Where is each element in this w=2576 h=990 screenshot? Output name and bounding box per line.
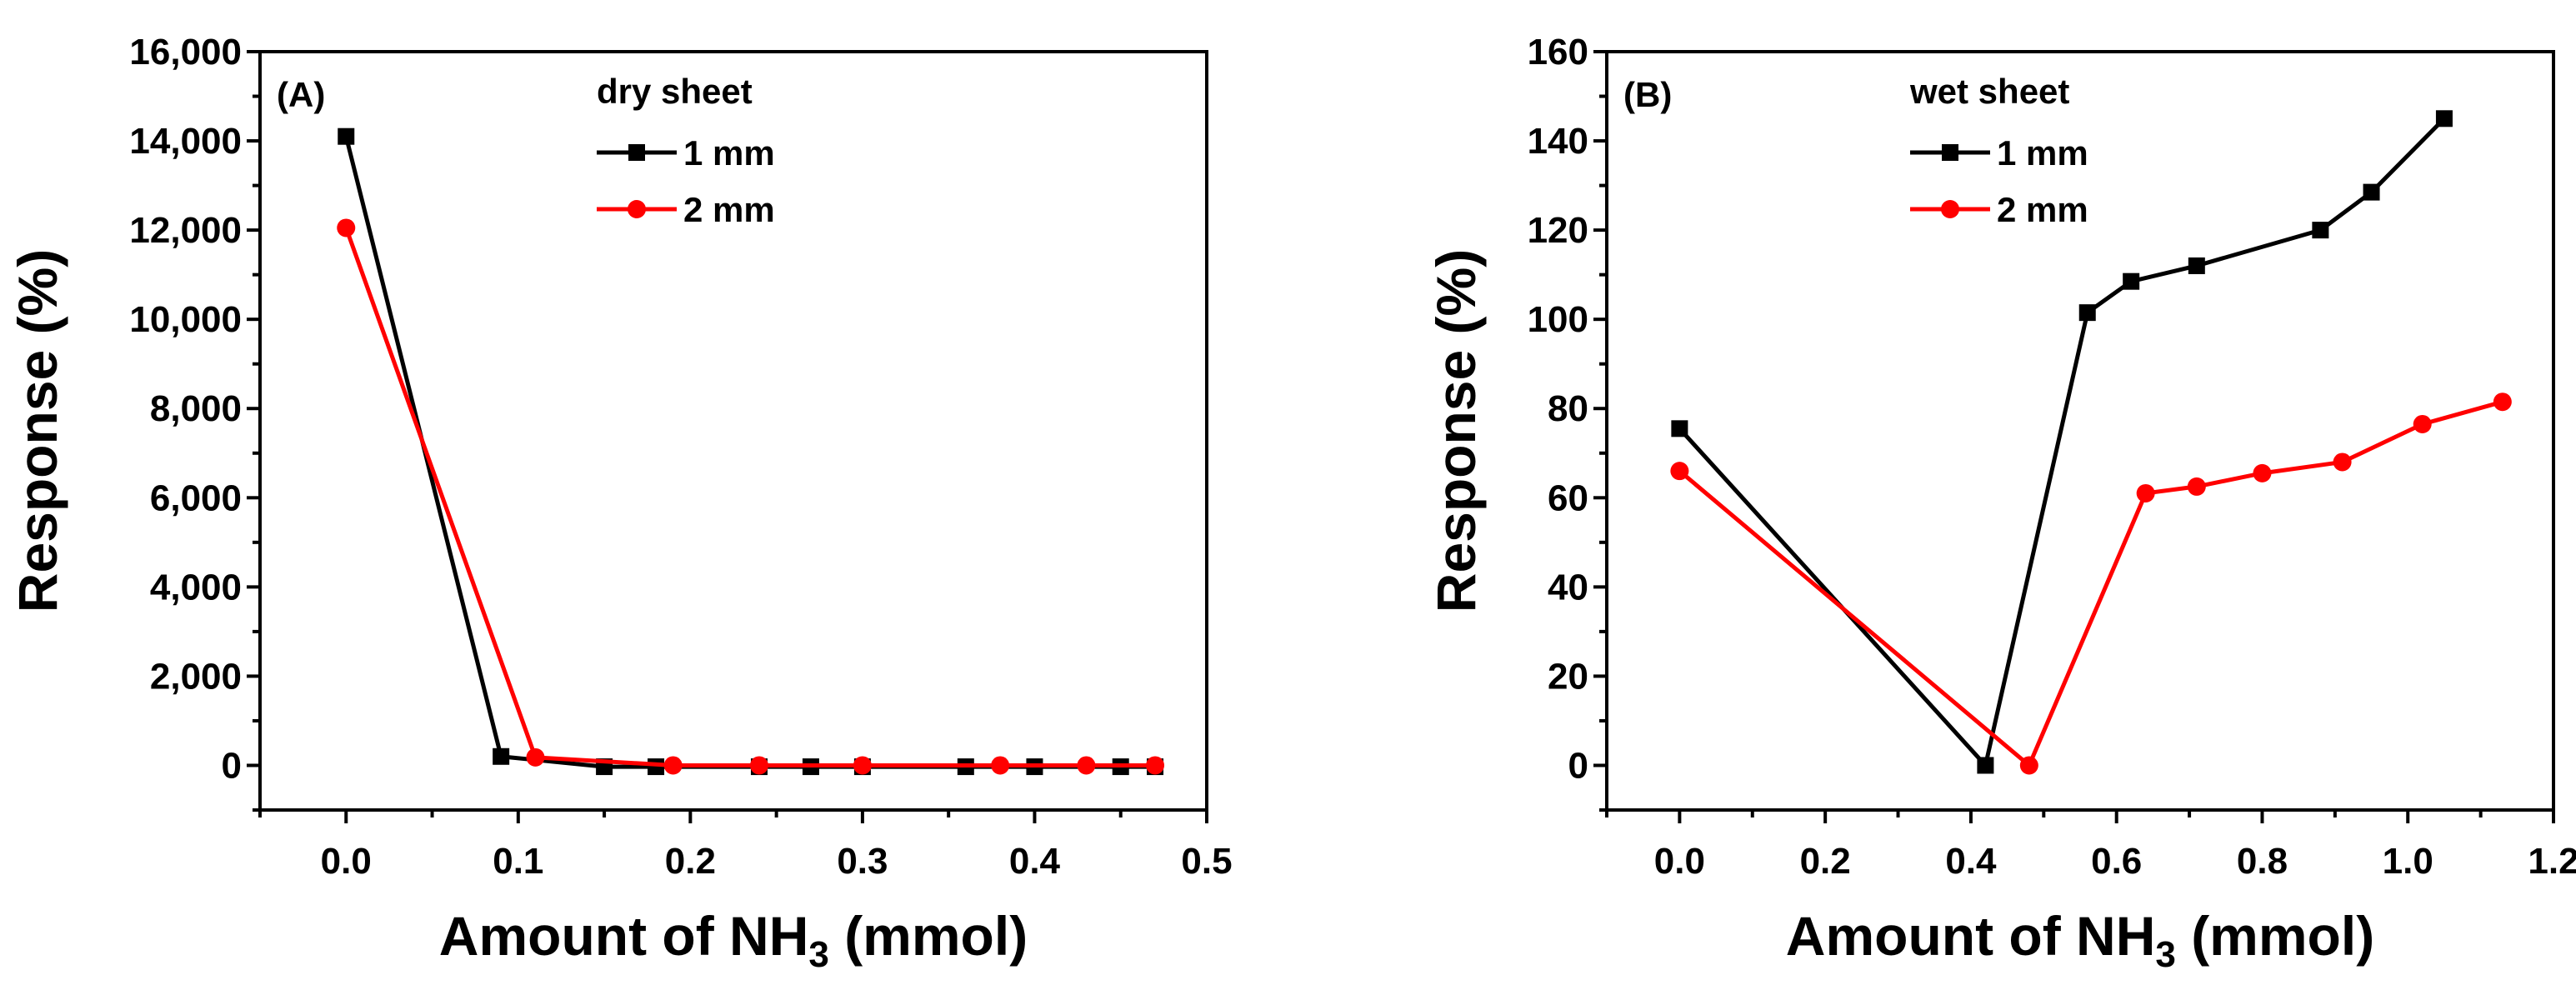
panel-b: 0.0 0.2 0.4 0.6 0.8 1.0 1.2 0 20 40 60 80 100 120 140 1…: [1425, 32, 2576, 975]
y-tick-label: 6,000: [150, 478, 242, 518]
data-point-1-mm: [2363, 183, 2380, 201]
data-point-2-mm: [2019, 756, 2038, 775]
panel-a: 0.0 0.1 0.2 0.3 0.4 0.5 0 2,000 4,000 6,000 8,000 1…: [7, 32, 1233, 975]
data-point-2-mm: [749, 756, 768, 775]
series-line-1-mm: [343, 136, 1156, 769]
data-point-1-mm: [1671, 420, 1688, 438]
data-point-2-mm: [663, 756, 683, 775]
x-axis-title-main: Amount of NH: [439, 905, 809, 967]
y-tick-label: 60: [1548, 478, 1588, 518]
y-tick-label: 16,000: [129, 32, 242, 72]
plot-frame: [258, 50, 1208, 812]
x-tick-label: 0.6: [2091, 841, 2142, 882]
y-axis-title: Response (%): [7, 249, 68, 612]
data-point-2-mm: [337, 218, 356, 238]
y-tick-label: 120: [1528, 210, 1588, 251]
data-point-2-mm: [2413, 414, 2432, 433]
x-tick-label: 0.2: [1800, 841, 1851, 882]
y-tick-label: 14,000: [129, 121, 242, 162]
data-point-2-mm: [2253, 463, 2272, 482]
data-point-1-mm: [2078, 304, 2096, 322]
data-point-2-mm: [1670, 462, 1689, 481]
data-point-1-mm: [2123, 272, 2140, 290]
legend-marker-2-mm: [628, 200, 646, 218]
legend-label-2-mm: 2 mm: [1997, 190, 2088, 229]
data-point-2-mm: [526, 748, 545, 767]
legend-title: dry sheet: [597, 72, 753, 111]
x-axis-title: Amount of NH3 (mmol): [439, 905, 1028, 975]
y-tick-label: 0: [1568, 745, 1588, 786]
data-point-2-mm: [991, 756, 1010, 775]
y-tick-label: 8,000: [150, 388, 242, 429]
data-point-1-mm: [2312, 222, 2329, 239]
data-point-2-mm: [2136, 483, 2155, 502]
x-tick-label: 0.4: [1009, 841, 1061, 882]
data-point-2-mm: [1077, 756, 1096, 775]
x-axis-title-subscript: 3: [2155, 934, 2175, 975]
x-tick-label: 0.1: [493, 841, 543, 882]
x-tick-label: 0.2: [665, 841, 716, 882]
x-axis-title-main: Amount of NH: [1786, 905, 2156, 967]
panel-label: (A): [277, 75, 325, 114]
legend-title: wet sheet: [1909, 72, 2069, 111]
data-point-2-mm: [2493, 392, 2512, 412]
data-point-2-mm: [2333, 452, 2352, 472]
legend-marker-1-mm: [628, 144, 645, 161]
data-point-1-mm: [1977, 757, 1994, 774]
x-tick-label: 0.3: [837, 841, 888, 882]
x-axis-title-subscript: 3: [808, 934, 828, 975]
data-point-1-mm: [2188, 257, 2205, 274]
legend-label-2-mm: 2 mm: [683, 190, 775, 229]
series-line-1-mm: [1678, 117, 2446, 770]
y-tick-label: 140: [1528, 121, 1588, 162]
data-point-2-mm: [2187, 477, 2206, 496]
y-tick-label: 4,000: [150, 567, 242, 608]
y-tick-label: 100: [1528, 299, 1588, 340]
x-axis-title: Amount of NH3 (mmol): [1786, 905, 2374, 975]
y-tick-label: 20: [1548, 656, 1588, 697]
x-tick-label: 0.0: [321, 841, 372, 882]
panel-label: (B): [1623, 75, 1672, 114]
y-tick-label: 40: [1548, 567, 1588, 608]
x-tick-label: 1.2: [2528, 841, 2576, 882]
series-line-2-mm: [343, 227, 1156, 768]
x-axis-title-tail: (mmol): [2176, 905, 2374, 967]
legend-marker-1-mm: [1942, 144, 1958, 161]
x-tick-label: 0.4: [1945, 841, 1997, 882]
y-tick-label: 160: [1528, 32, 1588, 72]
data-point-1-mm: [2435, 110, 2453, 128]
x-tick-label: 1.0: [2383, 841, 2433, 882]
y-tick-label: 0: [222, 745, 242, 786]
data-point-1-mm: [493, 748, 510, 765]
data-point-2-mm: [1146, 756, 1165, 775]
plot-frame: [1605, 50, 2555, 812]
y-tick-label: 80: [1548, 388, 1588, 429]
y-tick-label: 2,000: [150, 656, 242, 697]
data-point-2-mm: [853, 756, 872, 775]
legend-label-1-mm: 1 mm: [1997, 133, 2088, 172]
legend-marker-2-mm: [1941, 200, 1959, 218]
legend-label-1-mm: 1 mm: [683, 133, 775, 172]
series-line-2-mm: [1678, 399, 2503, 769]
x-tick-label: 0.0: [1654, 841, 1705, 882]
data-point-1-mm: [338, 128, 355, 145]
x-axis-title-tail: (mmol): [829, 905, 1028, 967]
y-tick-label: 12,000: [129, 210, 242, 251]
y-tick-label: 10,000: [129, 299, 242, 340]
x-tick-label: 0.5: [1181, 841, 1232, 882]
x-tick-label: 0.8: [2237, 841, 2288, 882]
y-axis-title: Response (%): [1425, 249, 1487, 612]
